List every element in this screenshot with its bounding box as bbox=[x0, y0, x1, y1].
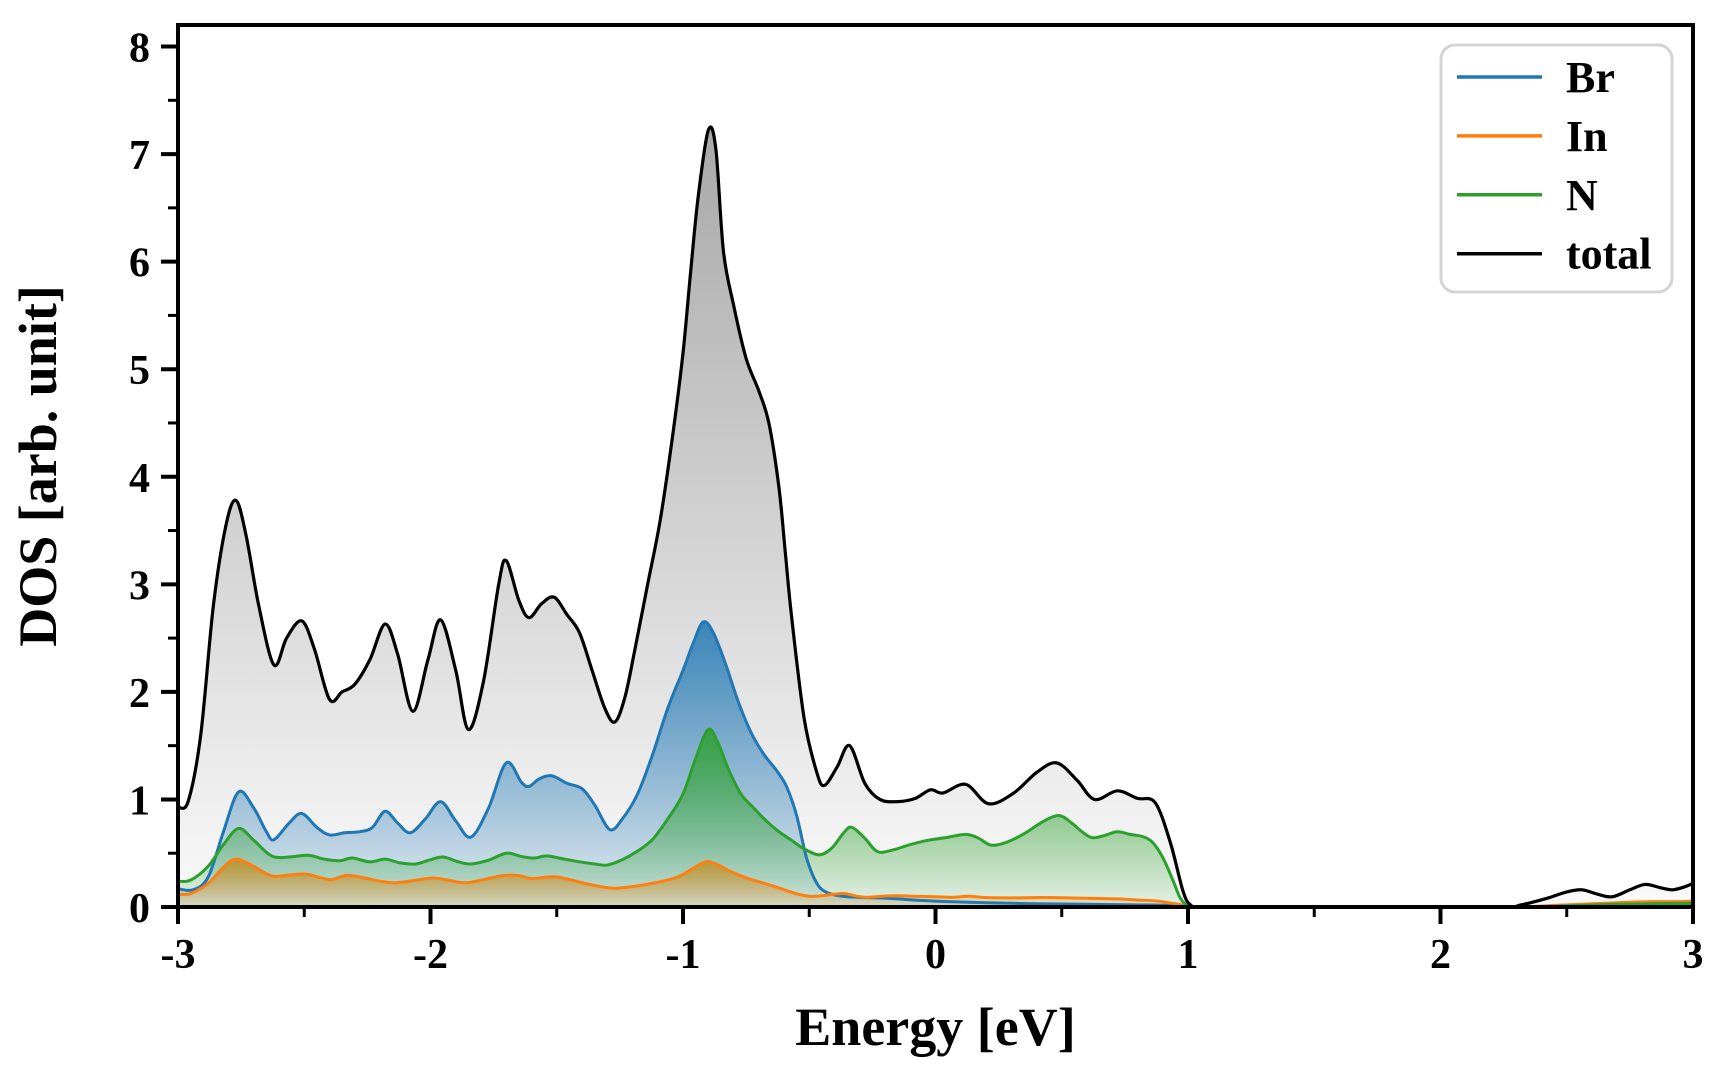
x-tick-label-3: 3 bbox=[1683, 932, 1704, 978]
y-tick-label-3: 3 bbox=[129, 563, 150, 609]
x-axis-label: Energy [eV] bbox=[795, 997, 1075, 1057]
series-line-total bbox=[178, 125, 1693, 907]
x-tick-label-2: 2 bbox=[1430, 932, 1451, 978]
y-tick-label-1: 1 bbox=[129, 778, 150, 824]
legend-label-Br: Br bbox=[1566, 53, 1615, 102]
y-tick-label-8: 8 bbox=[129, 26, 150, 72]
tick-labels: -3 -2 -1 0 1 2 3 0 1 2 3 4 5 6 7 8 bbox=[129, 26, 1704, 979]
legend-box bbox=[1439, 43, 1674, 294]
legend-label-In: In bbox=[1566, 112, 1608, 161]
x-tick-label--2: -2 bbox=[413, 932, 448, 978]
y-tick-label-7: 7 bbox=[129, 133, 150, 179]
x-tick-label--1: -1 bbox=[666, 932, 701, 978]
series-fills bbox=[178, 127, 1693, 907]
y-tick-label-6: 6 bbox=[129, 241, 150, 287]
series-line-Br bbox=[178, 620, 1693, 907]
y-axis-label: DOS [arb. unit] bbox=[8, 285, 68, 647]
y-tick-label-5: 5 bbox=[129, 348, 150, 394]
x-tick-label-0: 0 bbox=[925, 932, 946, 978]
axes-frame bbox=[161, 23, 1695, 924]
y-tick-label-0: 0 bbox=[129, 886, 150, 932]
x-tick-label--3: -3 bbox=[161, 932, 196, 978]
legend-label-N: N bbox=[1566, 171, 1598, 220]
x-tick-label-1: 1 bbox=[1178, 932, 1199, 978]
y-tick-label-4: 4 bbox=[129, 456, 150, 502]
series-fill-total bbox=[178, 127, 1693, 907]
y-tick-label-2: 2 bbox=[129, 671, 150, 717]
series-fill-N bbox=[178, 729, 1693, 907]
legend-label-total: total bbox=[1566, 230, 1652, 279]
series-lines bbox=[178, 125, 1693, 907]
series-line-In bbox=[178, 857, 1693, 907]
series-fill-Br bbox=[178, 621, 1693, 907]
series-line-N bbox=[178, 727, 1693, 907]
